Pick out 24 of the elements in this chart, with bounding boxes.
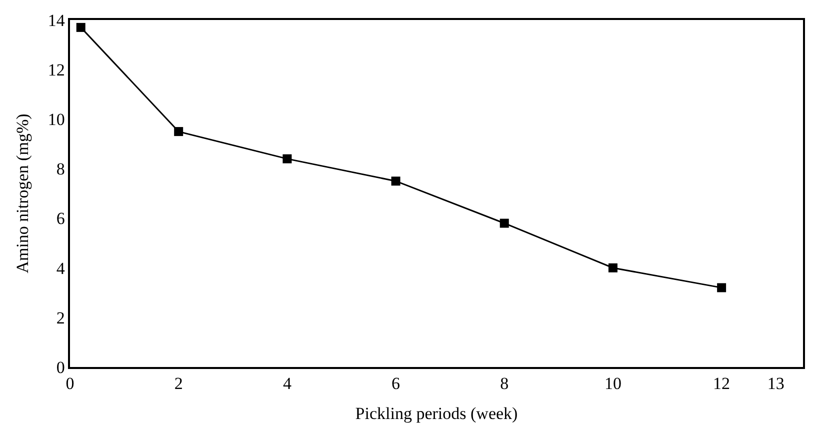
y-tick-label: 14 [48, 10, 66, 30]
y-tick-label: 12 [48, 60, 65, 80]
x-tick-label: 10 [604, 374, 622, 394]
point [282, 154, 292, 164]
point [76, 22, 86, 32]
point [174, 127, 184, 136]
x-axis-title: Pickling periods (week) [355, 404, 518, 424]
y-tick-label: 10 [48, 110, 65, 130]
x-tick-label: 12 [713, 374, 730, 394]
point [391, 176, 400, 186]
point [500, 218, 509, 228]
y-tick-label: 2 [56, 308, 65, 328]
x-tick-label: 2 [174, 374, 183, 394]
x-tick-label: 13 [767, 374, 784, 394]
x-tick-label: 6 [392, 374, 400, 394]
x-tick-label: 8 [500, 374, 509, 394]
y-axis-title: Amino nitrogen (mg%) [12, 114, 32, 274]
point [717, 283, 726, 292]
y-tick-label: 4 [56, 258, 66, 278]
x-tick-label: 4 [282, 374, 292, 394]
point [608, 263, 618, 272]
y-tick-label: 8 [56, 160, 65, 179]
y-tick-label: 6 [56, 209, 65, 228]
y-tick-label: 0 [56, 358, 65, 377]
